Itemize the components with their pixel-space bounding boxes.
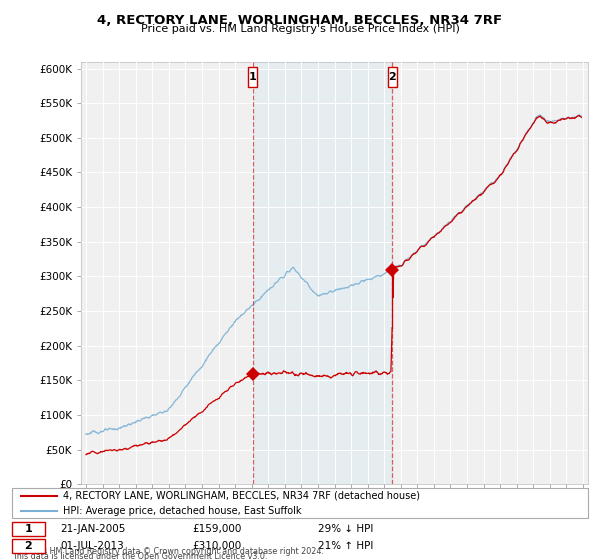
Text: 1: 1 [249, 72, 257, 82]
Text: Price paid vs. HM Land Registry's House Price Index (HPI): Price paid vs. HM Land Registry's House … [140, 24, 460, 34]
Bar [253, 62, 392, 484]
Bar [248, 67, 257, 87]
Text: 1: 1 [25, 524, 32, 534]
Text: £159,000: £159,000 [192, 524, 241, 534]
Text: 01-JUL-2013: 01-JUL-2013 [60, 542, 124, 551]
Text: 21-JAN-2005: 21-JAN-2005 [60, 524, 125, 534]
Text: HPI: Average price, detached house, East Suffolk: HPI: Average price, detached house, East… [63, 506, 302, 516]
Text: This data is licensed under the Open Government Licence v3.0.: This data is licensed under the Open Gov… [12, 552, 268, 560]
Text: 2: 2 [389, 72, 397, 82]
Text: Contains HM Land Registry data © Crown copyright and database right 2024.: Contains HM Land Registry data © Crown c… [12, 547, 324, 556]
Bar [388, 67, 397, 87]
Text: 4, RECTORY LANE, WORLINGHAM, BECCLES, NR34 7RF (detached house): 4, RECTORY LANE, WORLINGHAM, BECCLES, NR… [63, 491, 420, 501]
Text: 21% ↑ HPI: 21% ↑ HPI [318, 542, 373, 551]
Text: 4, RECTORY LANE, WORLINGHAM, BECCLES, NR34 7RF: 4, RECTORY LANE, WORLINGHAM, BECCLES, NR… [97, 14, 503, 27]
Text: 29% ↓ HPI: 29% ↓ HPI [318, 524, 373, 534]
Text: 2: 2 [25, 542, 32, 551]
Text: £310,000: £310,000 [192, 542, 241, 551]
